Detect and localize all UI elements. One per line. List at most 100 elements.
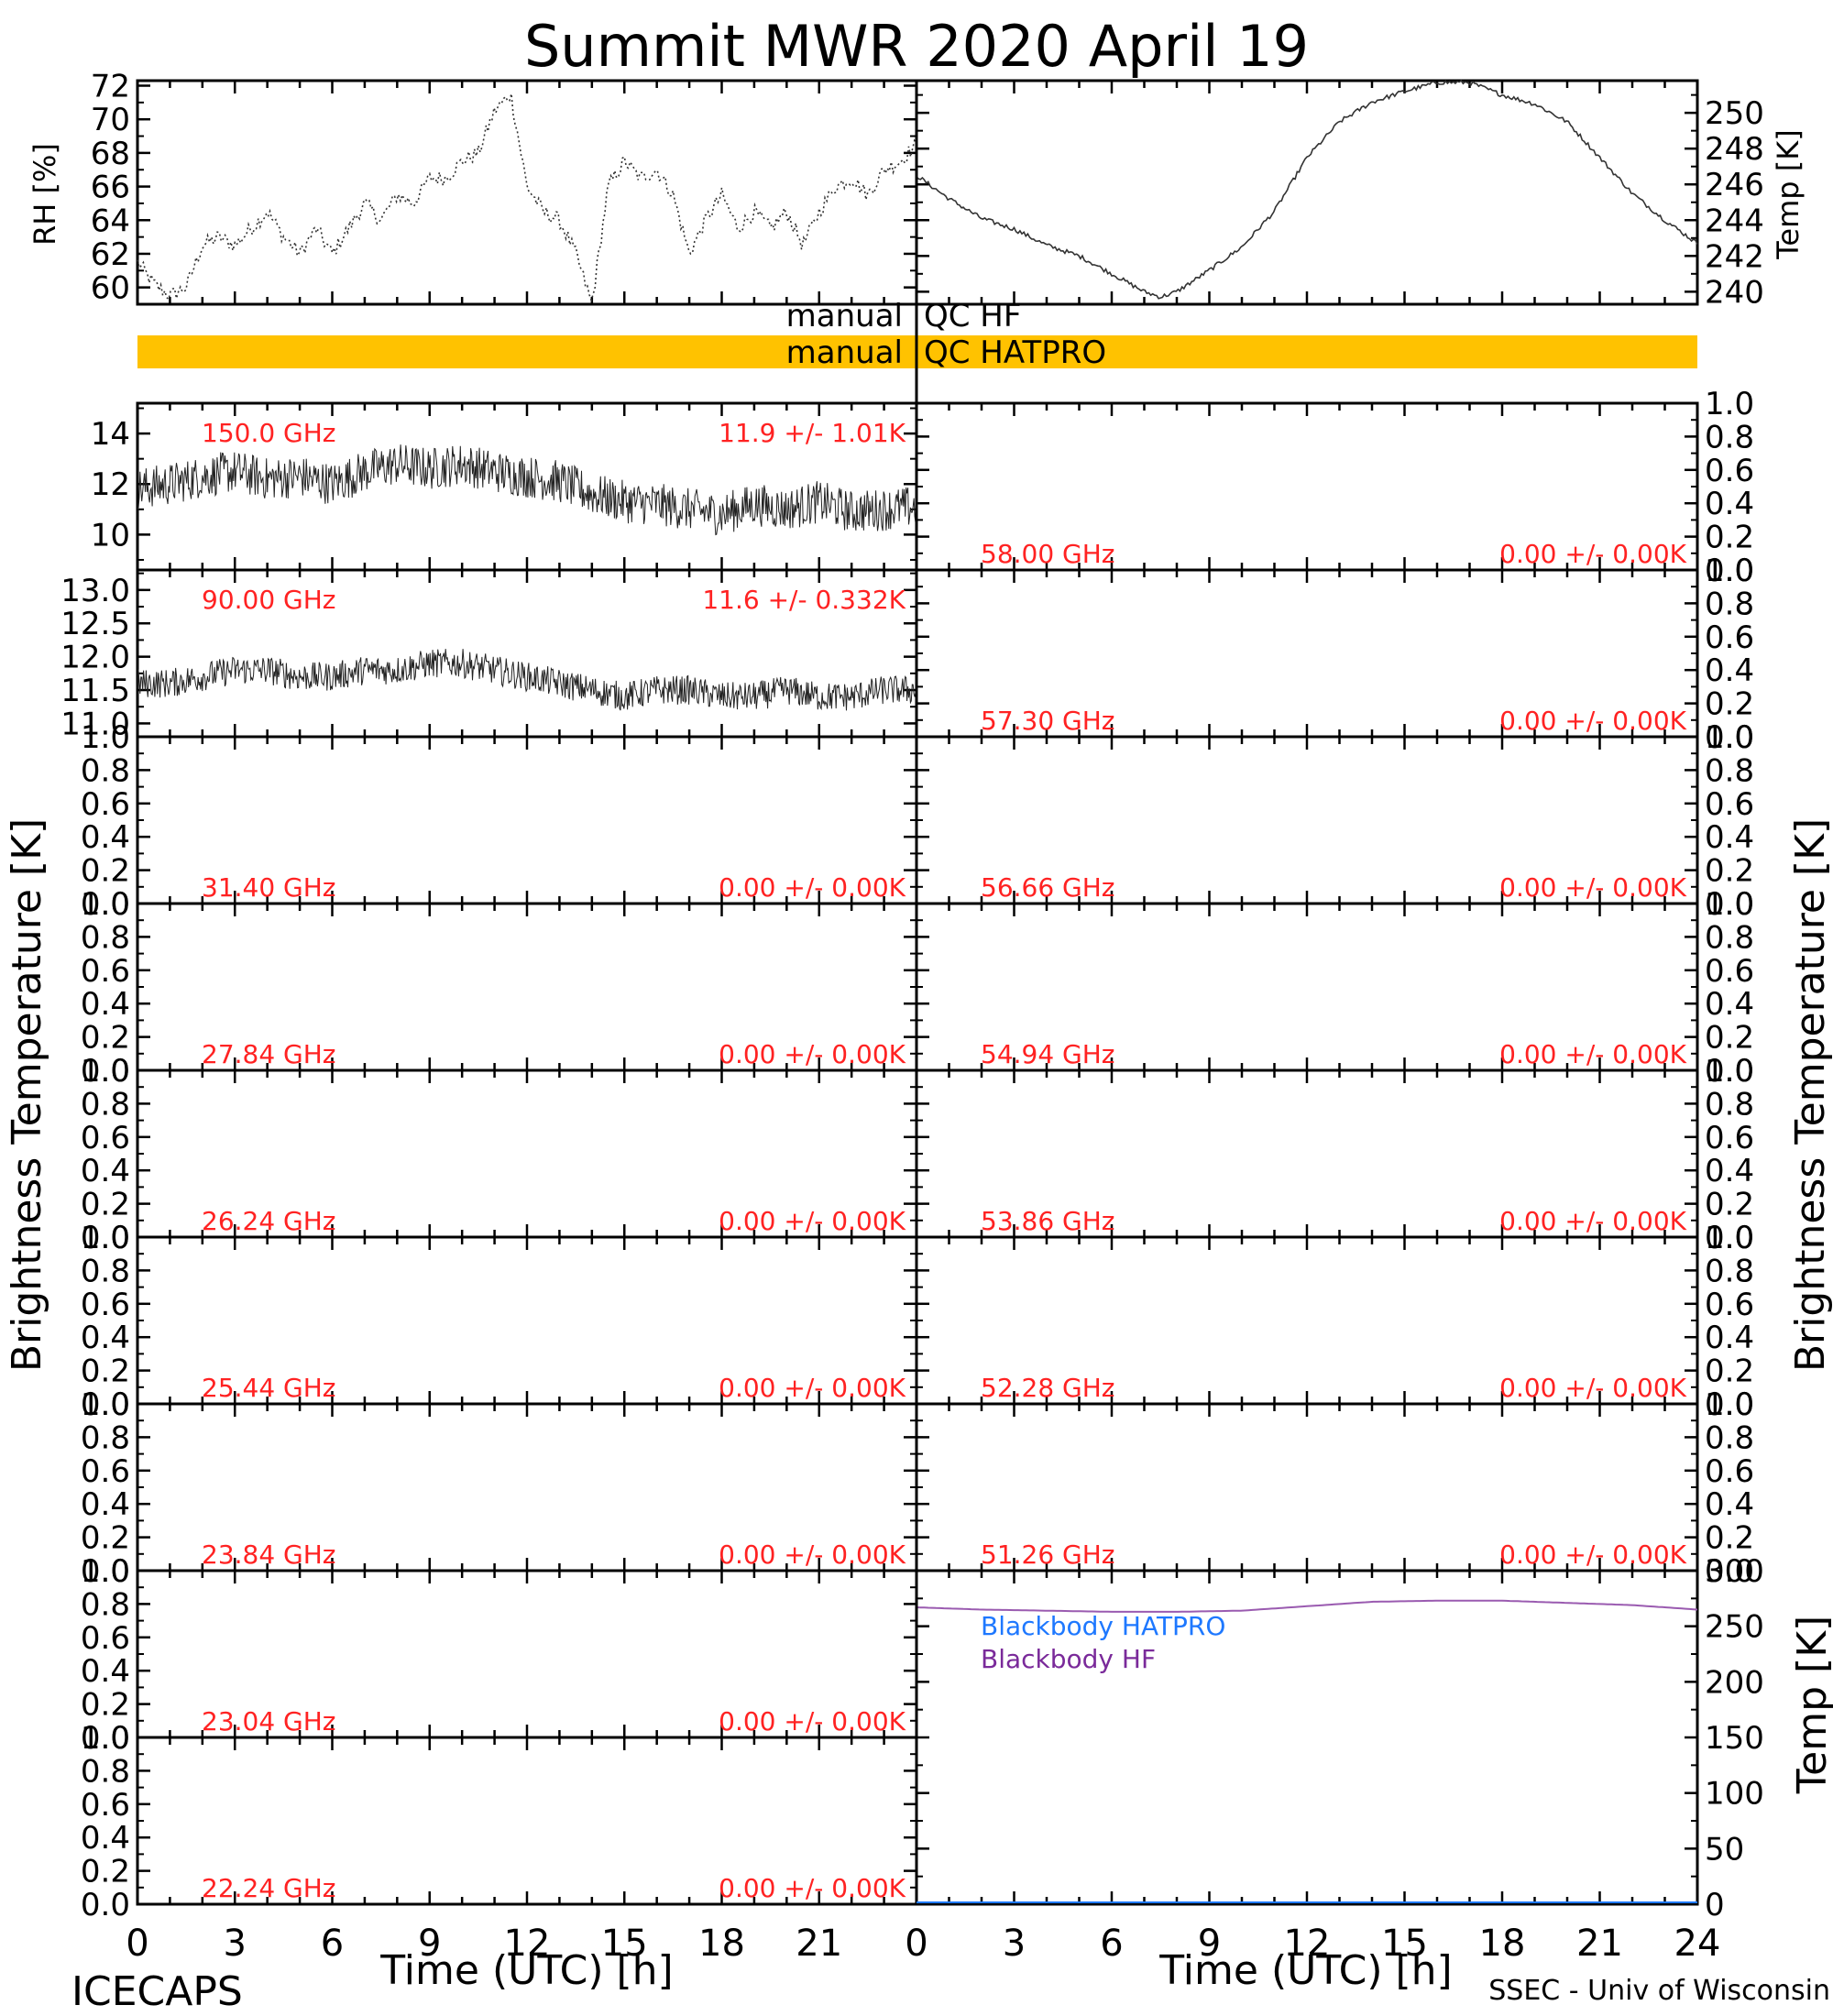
y-tick-label: 0.6 [1705,1120,1754,1156]
channel-frequency: 23.84 GHz [202,1539,336,1570]
y-tick-label: 0.0 [81,1386,130,1423]
x-tick-label-left: 0 [126,1923,148,1965]
channel-stats: 0.00 +/- 0.00K [719,1873,906,1903]
y-tick-label: 0.4 [1705,1153,1754,1189]
y-tick-label: 0.0 [81,1220,130,1256]
channel-frequency: 58.00 GHz [981,539,1115,569]
channel-stats: 0.00 +/- 0.00K [1499,1206,1686,1236]
panel-frame [136,79,918,306]
y-tick-label: 0.4 [1705,1486,1754,1523]
y-tick-label: 68 [91,136,130,172]
qc-hatpro-label: QC HATPRO [924,334,1106,371]
channel-stats: 0.00 +/- 0.00K [1499,1539,1686,1570]
ylabel-temp-top: Temp [K] [1771,129,1806,259]
panel-ch90: 11.011.512.012.513.0 90.00 GHz 11.6 +/- 0.… [60,568,918,742]
y-tick-label: 246 [1705,167,1764,203]
channel-stats: 0.00 +/- 0.00K [1499,1373,1686,1403]
y-tick-label: 0.2 [81,1854,130,1890]
channel-frequency: 27.84 GHz [202,1039,336,1069]
y-tick-label: 0.8 [1705,586,1754,622]
panel-ch53: 0.00.20.40.60.81.053.86 GHz 0.00 +/- 0.00… [915,1053,1754,1256]
y-tick-label: 0.6 [81,1120,130,1156]
y-tick-label: 0.0 [81,1887,130,1923]
y-tick-label: 12.0 [60,640,130,676]
y-tick-label: 0.8 [81,919,130,956]
panel-ch150: 10 12 14 150.0 GHz 11.9 +/- 1.01K [91,401,918,572]
y-tick-label: 0.2 [81,1187,130,1223]
y-tick-label: 0.8 [1705,919,1754,956]
xlabel-right: Time (UTC) [h] [1158,1947,1452,1994]
y-tick-label: 0.6 [81,953,130,990]
channel-frequency: 31.40 GHz [202,872,336,903]
channel-frequency: 25.44 GHz [202,1373,336,1403]
y-tick-label: 0.4 [1705,1320,1754,1356]
y-tick-label: 0.6 [1705,1287,1754,1323]
y-tick-label: 1.0 [1705,1053,1754,1090]
y-tick-label: 0.0 [1705,1386,1754,1423]
channel-frequency: 51.26 GHz [981,1539,1115,1570]
y-tick-label: 14 [91,416,130,453]
channel-stats: 11.9 +/- 1.01K [719,418,906,448]
x-tick-label-right: 0 [905,1923,927,1965]
y-tick-label: 0.0 [81,1720,130,1757]
y-tick-label: 0.2 [1705,853,1754,890]
y-tick-label: 50 [1705,1831,1744,1868]
channel-stats: 0.00 +/- 0.00K [1499,706,1686,736]
x-tick-label-right: 21 [1576,1923,1623,1965]
x-tick-label-left: 12 [504,1923,551,1965]
y-tick-label: 13.0 [60,573,130,609]
channel-stats: 0.00 +/- 0.00K [719,1706,906,1737]
y-tick-label: 300 [1705,1553,1764,1590]
panel-ch23b: 0.00.20.40.60.81.023.84 GHz 0.00 +/- 0.00… [81,1386,918,1590]
y-tick-label: 1.0 [1705,386,1754,422]
y-tick-label: 0.6 [81,1287,130,1323]
y-tick-label: 0.6 [81,1453,130,1490]
y-tick-label: 1.0 [81,1386,130,1423]
y-tick-label: 242 [1705,238,1764,275]
qc-hatpro-prefix: manual [786,334,903,371]
channel-stats: 11.6 +/- 0.332K [702,585,906,615]
y-tick-label: 11.0 [60,706,130,742]
y-tick-label: 0.0 [81,1053,130,1090]
y-tick-label: 248 [1705,131,1764,168]
y-tick-label: 100 [1705,1776,1764,1813]
panel-ch26: 0.00.20.40.60.81.026.24 GHz 0.00 +/- 0.00… [81,1053,918,1256]
panel-ch25: 0.00.20.40.60.81.025.44 GHz 0.00 +/- 0.00… [81,1220,918,1423]
y-tick-label: 0.2 [81,853,130,890]
x-tick-label-right: 18 [1479,1923,1526,1965]
y-tick-label: 0.0 [81,886,130,923]
y-tick-label: 250 [1705,95,1764,132]
y-tick-label: 200 [1705,1664,1764,1701]
channel-frequency: 56.66 GHz [981,872,1115,903]
x-tick-label-right: 6 [1100,1923,1123,1965]
y-tick-label: 0.6 [1705,953,1754,990]
legend-blackbody-hatpro: Blackbody HATPRO [981,1611,1225,1641]
y-tick-label: 0.8 [81,1419,130,1456]
y-tick-label: 0.8 [1705,752,1754,789]
y-tick-label: 0.2 [81,1020,130,1057]
figure-title: Summit MWR 2020 April 19 [524,13,1309,80]
y-tick-label: 0.4 [81,1820,130,1857]
y-tick-label: 0.2 [1705,1187,1754,1223]
panel-ch31: 0.00.20.40.60.81.031.40 GHz 0.00 +/- 0.00… [81,719,918,923]
y-tick-label: 0.8 [81,1753,130,1790]
panel-ch27: 0.00.20.40.60.81.027.84 GHz 0.00 +/- 0.00… [81,886,918,1090]
y-tick-label: 1.0 [81,1220,130,1256]
y-tick-label: 0.6 [81,1787,130,1824]
y-tick-label: 0.4 [1705,652,1754,689]
y-tick-label: 0.8 [1705,1419,1754,1456]
channel-frequency: 26.24 GHz [202,1206,336,1236]
channel-frequency: 23.04 GHz [202,1706,336,1737]
channel-stats: 0.00 +/- 0.00K [719,1373,906,1403]
y-tick-label: 0.6 [1705,619,1754,656]
y-tick-label: 0.4 [81,986,130,1023]
y-tick-label: 0.6 [1705,1453,1754,1490]
channel-frequency: 53.86 GHz [981,1206,1115,1236]
channel-stats: 0.00 +/- 0.00K [719,1206,906,1236]
series-line [137,444,917,536]
x-tick-label-left: 3 [224,1923,247,1965]
y-tick-label: 0.4 [81,1486,130,1523]
y-tick-label: 1.0 [81,886,130,923]
y-tick-label: 0.2 [1705,686,1754,723]
